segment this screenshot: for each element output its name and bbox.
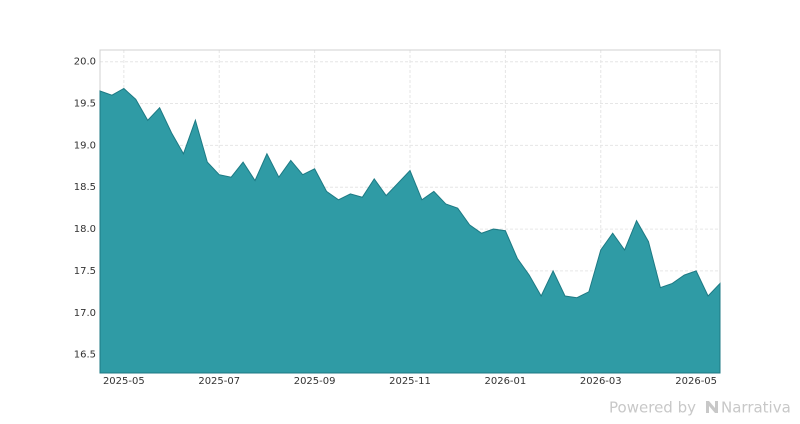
watermark: Powered by Narrativa — [609, 399, 791, 417]
watermark-prefix: Powered by — [609, 399, 696, 417]
y-tick-label: 20.0 — [74, 57, 96, 68]
watermark-brand: Narrativa — [721, 399, 791, 417]
y-tick-label: 19.5 — [74, 99, 96, 110]
x-tick-label: 2026-01 — [484, 376, 526, 387]
x-tick-label: 2025-07 — [198, 376, 240, 387]
x-tick-label: 2025-09 — [294, 376, 336, 387]
y-tick-label: 19.0 — [74, 140, 96, 151]
y-tick-label: 17.0 — [74, 308, 96, 319]
y-tick-label: 18.0 — [74, 224, 96, 235]
y-tick-label: 17.5 — [74, 266, 96, 277]
x-tick-label: 2026-03 — [580, 376, 622, 387]
x-tick-label: 2025-11 — [389, 376, 431, 387]
watermark-logo — [706, 401, 718, 413]
x-tick-label: 2026-05 — [675, 376, 717, 387]
y-tick-label: 18.5 — [74, 182, 96, 193]
area — [99, 87, 721, 374]
x-tick-label: 2025-05 — [103, 376, 145, 387]
y-tick-label: 16.5 — [74, 350, 96, 361]
